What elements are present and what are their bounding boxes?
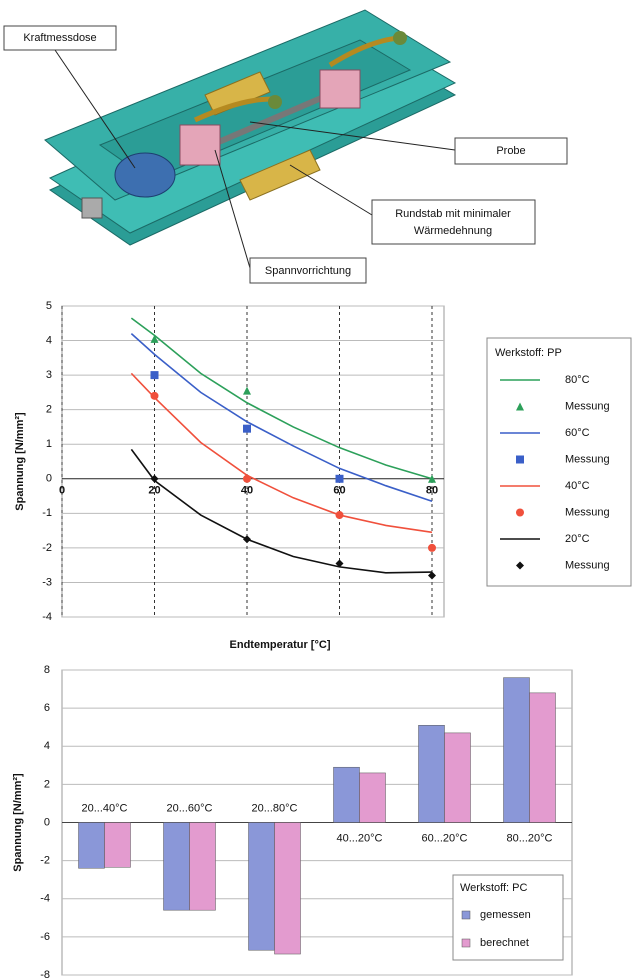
bar xyxy=(419,725,445,822)
legend-label: Messung xyxy=(565,453,610,465)
bar xyxy=(105,823,131,868)
bar xyxy=(249,823,275,951)
label-load-cell: Kraftmessdose xyxy=(23,32,96,44)
category-label: 20...80°C xyxy=(252,802,298,814)
category-label: 20...40°C xyxy=(82,802,128,814)
y-tick-label: 1 xyxy=(46,438,52,450)
bar xyxy=(164,823,190,911)
category-label: 60...20°C xyxy=(422,832,468,844)
legend: Werkstoff: PP 80°C Messung 60°C Messung 40°C M… xyxy=(487,338,631,586)
category-label: 80...20°C xyxy=(507,832,553,844)
marker xyxy=(516,509,524,517)
x-tick-label: 20 xyxy=(148,485,160,497)
apparatus-diagram: Kraftmessdose Probe Rundstab mit minimal… xyxy=(0,0,632,292)
label-clamp: Spannvorrichtung xyxy=(265,265,351,277)
bar xyxy=(360,773,386,823)
bar xyxy=(504,678,530,823)
legend-label: 40°C xyxy=(565,480,590,492)
legend-label: 80°C xyxy=(565,374,590,386)
bolt xyxy=(82,198,102,218)
legend-swatch xyxy=(462,911,470,919)
bar xyxy=(334,767,360,822)
y-tick-label: -2 xyxy=(40,855,50,867)
y-tick-label: 2 xyxy=(44,778,50,790)
legend-swatch xyxy=(462,939,470,947)
label-rod: Wärmedehnung xyxy=(414,225,492,237)
knob xyxy=(393,31,407,45)
marker xyxy=(243,475,251,483)
y-tick-label: 0 xyxy=(44,816,50,828)
y-tick-label: 2 xyxy=(46,404,52,416)
y-tick-label: 6 xyxy=(44,702,50,714)
category-label: 20...60°C xyxy=(167,802,213,814)
y-tick-label: -6 xyxy=(40,931,50,943)
y-tick-label: 5 xyxy=(46,300,52,312)
y-tick-label: 3 xyxy=(46,369,52,381)
line-chart: -4 -3 -2 -1 0 1 2 3 4 5 0 20 40 60 80 Spannung [N/mm²] E… xyxy=(0,294,632,656)
y-tick-label: -4 xyxy=(40,893,50,905)
marker xyxy=(243,425,251,433)
y-tick-label: -8 xyxy=(40,969,50,978)
x-tick-label: 60 xyxy=(333,485,345,497)
y-tick-label: -2 xyxy=(42,542,52,554)
bar xyxy=(530,693,556,823)
bar-chart: -8 -6 -4 -2 0 2 4 6 8 20...40°C 20...60°C 20...80°C… xyxy=(0,656,632,978)
y-tick-label: -4 xyxy=(42,611,52,623)
knob xyxy=(268,95,282,109)
legend-title: Werkstoff: PC xyxy=(460,882,528,894)
y-tick-label: -1 xyxy=(42,507,52,519)
legend-label: Messung xyxy=(565,506,610,518)
y-axis-title: Spannung [N/mm²] xyxy=(12,773,24,872)
label-box xyxy=(372,200,535,244)
y-axis-title: Spannung [N/mm²] xyxy=(14,412,26,511)
bar xyxy=(275,823,301,955)
page: {"diagram": {"labels": {"load_cell": "Kr… xyxy=(0,0,632,978)
marker xyxy=(428,544,436,552)
leader-line xyxy=(290,165,372,215)
marker xyxy=(336,511,344,519)
legend-title: Werkstoff: PP xyxy=(495,347,562,359)
marker xyxy=(151,392,159,400)
x-tick-label: 0 xyxy=(59,485,65,497)
label-rod: Rundstab mit minimaler xyxy=(395,208,511,220)
marker xyxy=(151,371,159,379)
clamp-block xyxy=(180,125,220,165)
load-cell xyxy=(115,153,175,197)
bar xyxy=(79,823,105,869)
legend-label: gemessen xyxy=(480,909,531,921)
legend-label: Messung xyxy=(565,559,610,571)
y-tick-label: -3 xyxy=(42,576,52,588)
legend-label: Messung xyxy=(565,400,610,412)
legend: Werkstoff: PC gemessen berechnet xyxy=(453,875,563,960)
y-tick-label: 4 xyxy=(44,740,50,752)
bar xyxy=(445,733,471,823)
marker xyxy=(516,456,524,464)
plot-area xyxy=(62,306,444,617)
legend-label: 60°C xyxy=(565,427,590,439)
clamp-block xyxy=(320,70,360,108)
y-tick-label: 0 xyxy=(46,473,52,485)
y-tick-label: 8 xyxy=(44,664,50,676)
legend-label: 20°C xyxy=(565,533,590,545)
label-specimen: Probe xyxy=(496,145,525,157)
x-tick-label: 80 xyxy=(426,485,438,497)
category-label: 40...20°C xyxy=(337,832,383,844)
bar xyxy=(190,823,216,911)
legend-label: berechnet xyxy=(480,937,529,949)
marker xyxy=(336,475,344,483)
x-tick-label: 40 xyxy=(241,485,253,497)
x-axis-title: Endtemperatur [°C] xyxy=(230,639,331,651)
y-tick-label: 4 xyxy=(46,334,52,346)
